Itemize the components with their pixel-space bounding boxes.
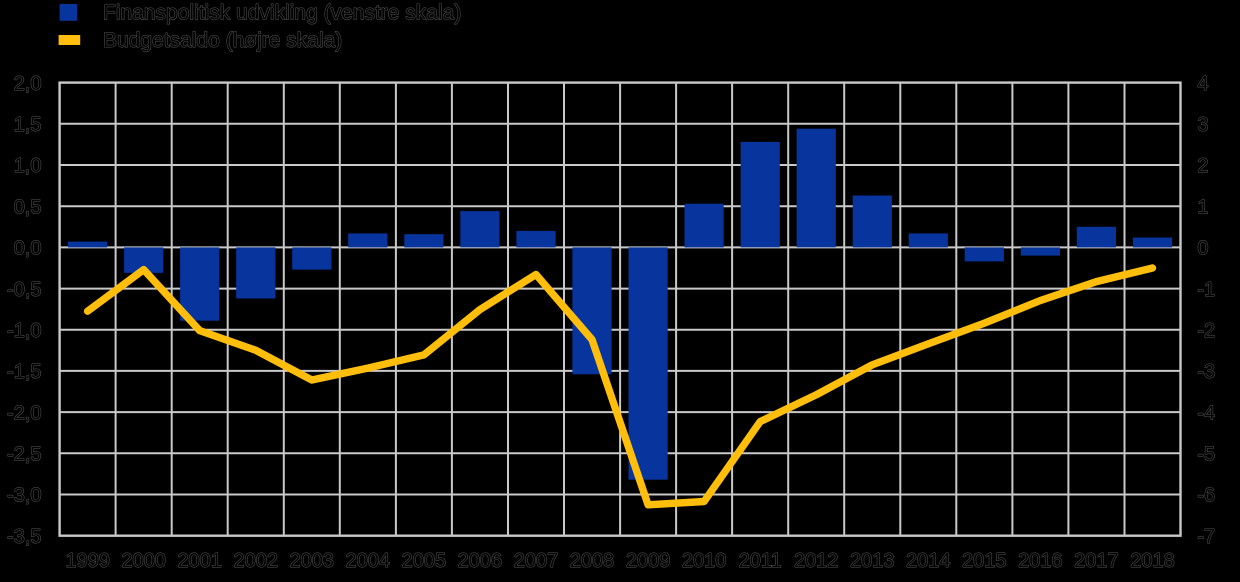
svg-text:2003: 2003: [290, 550, 335, 572]
svg-text:-3,5: -3,5: [7, 526, 41, 548]
svg-text:2006: 2006: [458, 550, 503, 572]
svg-text:1999: 1999: [65, 550, 110, 572]
svg-text:2014: 2014: [906, 550, 951, 572]
svg-text:3: 3: [1197, 114, 1208, 136]
svg-text:2,0: 2,0: [14, 73, 42, 95]
svg-text:2000: 2000: [121, 550, 166, 572]
svg-text:1,5: 1,5: [14, 114, 42, 136]
svg-text:-6: -6: [1197, 485, 1215, 507]
svg-text:0: 0: [1197, 238, 1208, 260]
svg-text:-1,0: -1,0: [7, 320, 41, 342]
svg-text:2008: 2008: [570, 550, 615, 572]
svg-text:-0,5: -0,5: [7, 279, 41, 301]
svg-text:2005: 2005: [402, 550, 447, 572]
svg-text:-3,0: -3,0: [7, 485, 41, 507]
svg-text:-4: -4: [1197, 402, 1215, 424]
svg-text:2016: 2016: [1018, 550, 1063, 572]
svg-text:2004: 2004: [346, 550, 391, 572]
svg-text:-5: -5: [1197, 444, 1215, 466]
svg-text:-2: -2: [1197, 320, 1215, 342]
svg-text:2015: 2015: [962, 550, 1007, 572]
svg-text:0,5: 0,5: [14, 196, 42, 218]
svg-text:-1: -1: [1197, 279, 1215, 301]
svg-text:2: 2: [1197, 155, 1208, 177]
svg-text:-2,5: -2,5: [7, 444, 41, 466]
svg-text:Budgetsaldo (højre skala): Budgetsaldo (højre skala): [103, 29, 342, 52]
svg-text:2017: 2017: [1074, 550, 1119, 572]
svg-text:-3: -3: [1197, 361, 1215, 383]
svg-text:-2,0: -2,0: [7, 402, 41, 424]
svg-text:4: 4: [1197, 73, 1208, 95]
svg-text:-1,5: -1,5: [7, 361, 41, 383]
svg-text:2010: 2010: [682, 550, 727, 572]
svg-text:2002: 2002: [234, 550, 279, 572]
svg-text:-7: -7: [1197, 526, 1215, 548]
svg-text:Finanspolitisk udvikling (vens: Finanspolitisk udvikling (venstre skala): [103, 2, 461, 25]
svg-text:1,0: 1,0: [14, 155, 42, 177]
svg-text:2012: 2012: [794, 550, 839, 572]
svg-text:2018: 2018: [1130, 550, 1175, 572]
svg-text:2009: 2009: [626, 550, 671, 572]
svg-text:2011: 2011: [739, 550, 782, 572]
svg-text:1: 1: [1197, 196, 1208, 218]
svg-text:0,0: 0,0: [14, 238, 42, 260]
svg-text:2013: 2013: [850, 550, 895, 572]
svg-text:2007: 2007: [514, 550, 559, 572]
svg-text:2001: 2001: [177, 550, 222, 572]
